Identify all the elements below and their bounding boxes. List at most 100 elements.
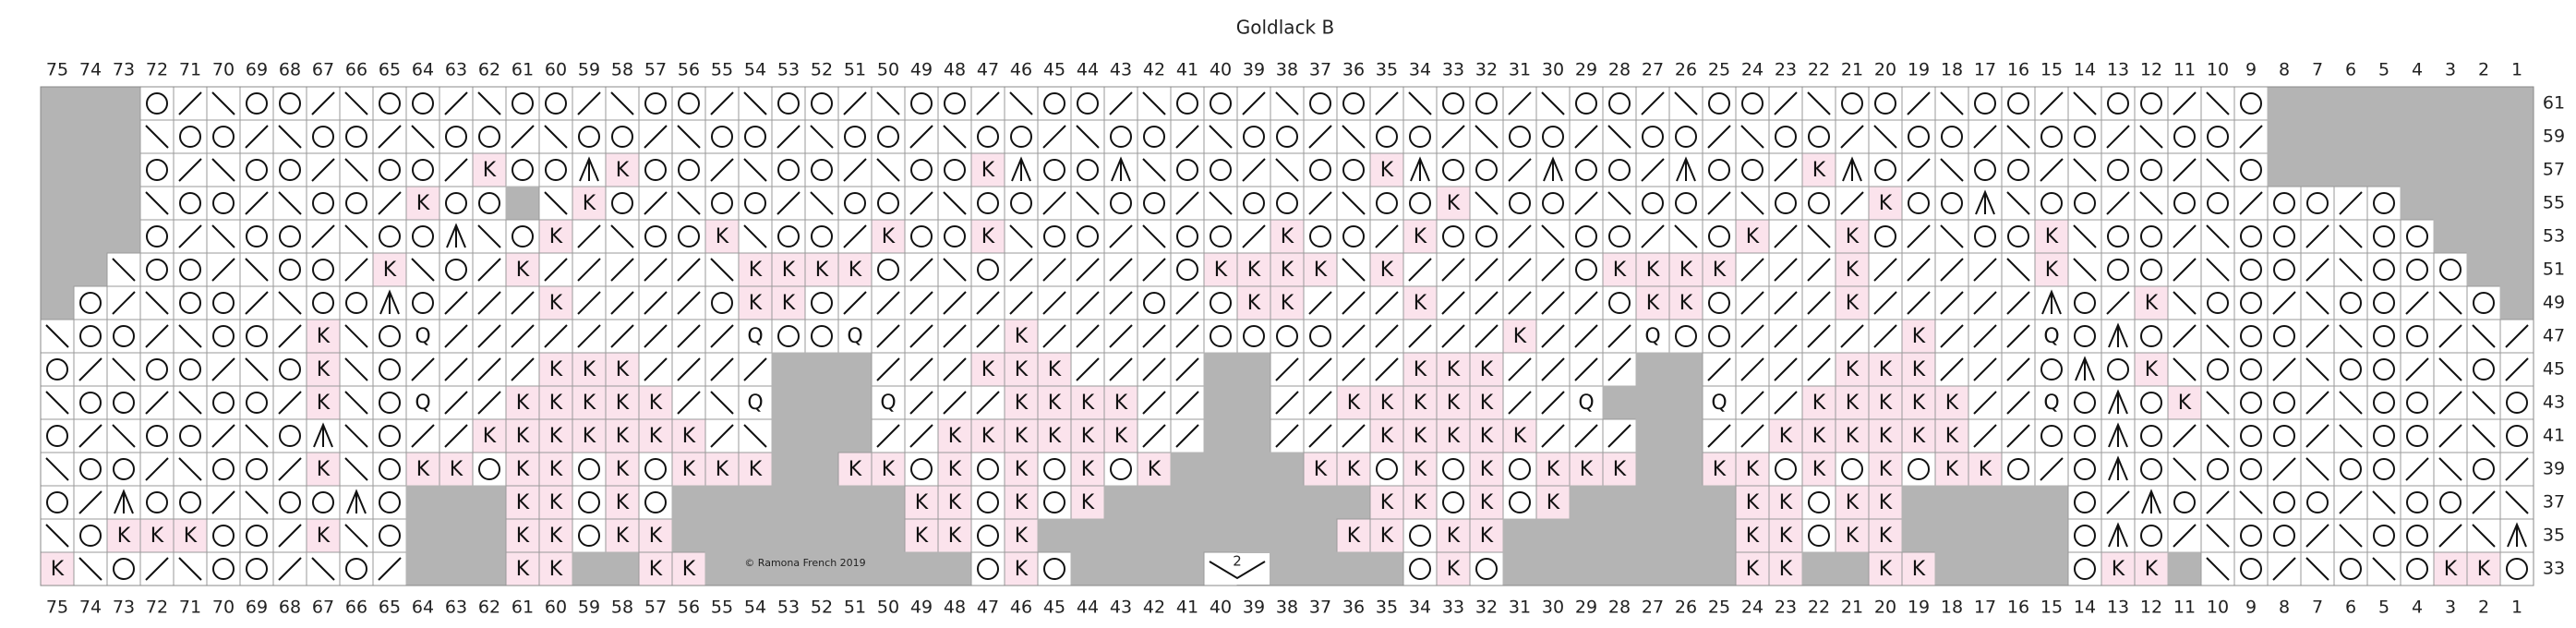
column-number: 36: [1342, 60, 1365, 80]
yarn-over: [2140, 159, 2162, 181]
k2tog: [378, 125, 402, 149]
k2tog: [644, 357, 668, 381]
stitch-cell: [1303, 252, 1338, 287]
yarn-over: [1874, 92, 1896, 115]
stitch-cell: [1236, 319, 1271, 354]
stitch-symbol: K: [1480, 525, 1494, 548]
k2tog: [710, 424, 734, 448]
stitch-cell: [1735, 219, 1770, 254]
stitch-cell: [970, 186, 1005, 221]
stitch-cell: [106, 152, 141, 187]
k2tog: [1873, 258, 1897, 282]
yarn-over: [844, 126, 866, 148]
k2tog: [909, 424, 933, 448]
column-number: 43: [1110, 598, 1132, 618]
k2tog: [2272, 291, 2296, 315]
k2tog: [1607, 324, 1631, 348]
stitch-symbol: K: [516, 392, 530, 415]
yarn-over: [1143, 292, 1165, 314]
k2tog: [577, 291, 601, 315]
stitch-cell: [206, 551, 241, 586]
k2tog: [1607, 357, 1631, 381]
yarn-over: [2207, 126, 2229, 148]
stitch-cell: [405, 86, 440, 121]
stitch-symbol: K: [1347, 458, 1361, 481]
column-number: 58: [611, 598, 633, 618]
stitch-symbol: K: [1746, 225, 1760, 248]
stitch-cell: [1070, 219, 1105, 254]
stitch-cell: [671, 86, 706, 121]
stitch-symbol: K: [2145, 558, 2159, 581]
row-number: 37: [2543, 492, 2565, 513]
stitch-cell: [2067, 452, 2102, 487]
yarn-over: [1775, 126, 1797, 148]
stitch-cell: [239, 385, 274, 420]
stitch-cell: [2400, 252, 2435, 287]
stitch-symbol: K: [649, 525, 663, 548]
k2tog: [178, 224, 202, 248]
stitch-cell: [139, 418, 175, 453]
stitch-cell: [339, 551, 374, 586]
k2tog: [1142, 357, 1166, 381]
stitch-cell: [1203, 385, 1238, 420]
k2tog: [909, 357, 933, 381]
stitch-symbol: K: [1480, 491, 1494, 514]
ssk: [2339, 258, 2363, 282]
yarn-over: [246, 159, 268, 181]
stitch-symbol: K: [117, 525, 131, 548]
yarn-over: [2506, 425, 2528, 447]
k2tog: [544, 258, 568, 282]
stitch-cell: [771, 551, 806, 586]
yarn-over: [1808, 126, 1830, 148]
yarn-over: [811, 92, 833, 115]
yarn-over: [1342, 159, 1365, 181]
column-number: 65: [379, 598, 401, 618]
k2tog: [577, 258, 601, 282]
yarn-over: [2074, 126, 2096, 148]
yarn-over: [1608, 159, 1631, 181]
stitch-cell: [1170, 485, 1205, 520]
k2tog: [909, 191, 933, 215]
stitch-cell: [837, 518, 873, 553]
stitch-cell: [40, 219, 75, 254]
stitch-cell: [106, 119, 141, 154]
stitch-cell: [1668, 319, 1703, 354]
stitch-cell: [1502, 452, 1537, 487]
stitch-cell: [40, 86, 75, 121]
stitch-cell: [1037, 452, 1072, 487]
stitch-cell: [2233, 319, 2269, 354]
yarn-over: [279, 159, 301, 181]
yarn-over: [312, 126, 334, 148]
ssk: [2206, 557, 2230, 581]
yarn-over: [1509, 458, 1531, 480]
yarn-over: [1442, 458, 1464, 480]
stitch-cell: [1137, 119, 1172, 154]
stitch-cell: [1270, 319, 1305, 354]
stitch-cell: [538, 485, 573, 520]
ssk: [211, 224, 235, 248]
stitch-symbol: K: [1713, 259, 1727, 282]
stitch-cell: [1436, 418, 1471, 453]
stitch-cell: [1369, 518, 1404, 553]
yarn-over: [2240, 259, 2262, 281]
ssk: [245, 258, 269, 282]
stitch-symbol: K: [1447, 358, 1461, 381]
ssk: [876, 158, 900, 182]
k2tog: [1076, 324, 1100, 348]
k2tog: [1175, 291, 1199, 315]
stitch-cell: [1236, 352, 1271, 387]
k2tog: [644, 125, 668, 149]
k2tog: [444, 424, 468, 448]
stitch-cell: [1668, 418, 1703, 453]
stitch-symbol: K: [516, 558, 530, 581]
k2tog: [1508, 291, 1532, 315]
stitch-symbol: K: [948, 491, 962, 514]
ssk: [1607, 191, 1631, 215]
stitch-cell: [2366, 252, 2401, 287]
yarn-over: [445, 259, 467, 281]
ssk: [2472, 524, 2496, 548]
stitch-cell: [738, 518, 773, 553]
stitch-cell: [1037, 518, 1072, 553]
column-number: 47: [977, 60, 999, 80]
stitch-symbol: K: [1015, 525, 1029, 548]
